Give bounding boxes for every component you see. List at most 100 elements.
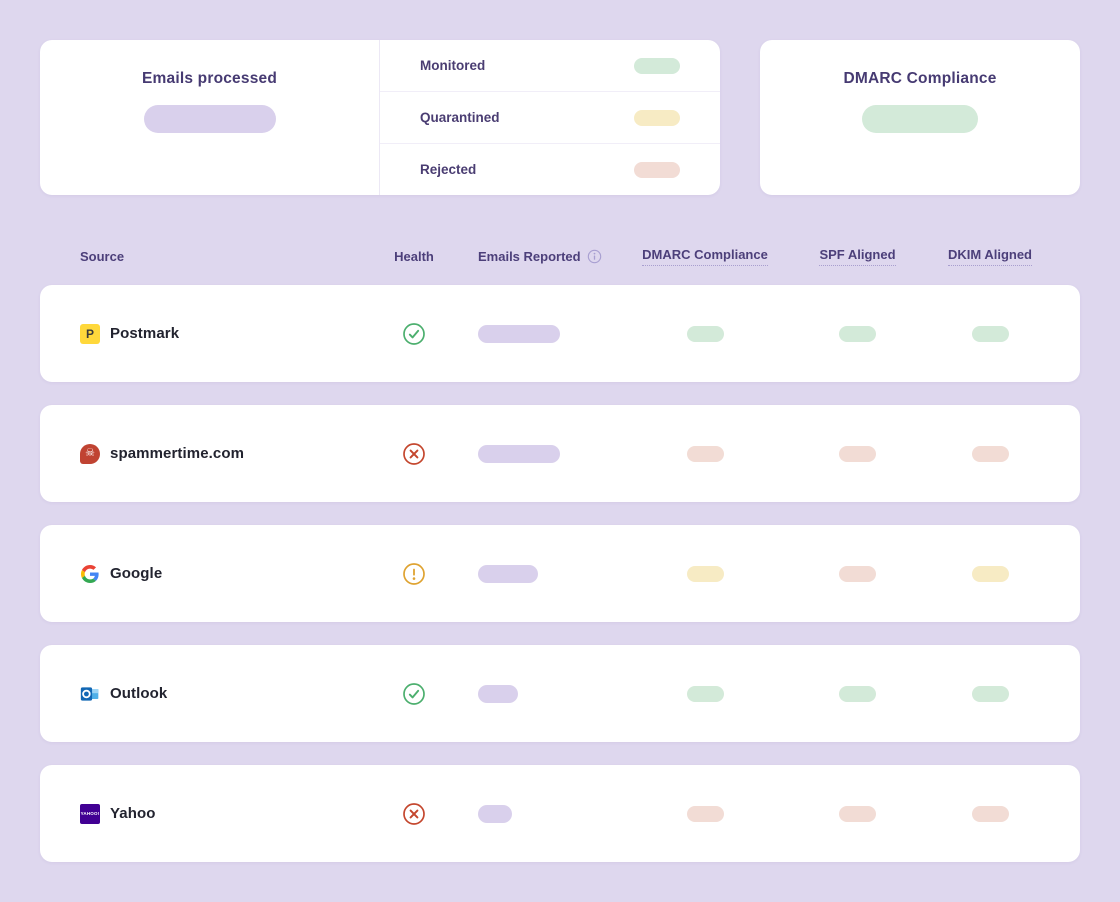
source-row-outlook[interactable]: Outlook xyxy=(40,645,1080,742)
dkim-aligned-cell xyxy=(945,685,1080,702)
source-name: Google xyxy=(110,565,163,582)
monitored-value-placeholder xyxy=(634,57,680,74)
emails-reported-cell xyxy=(448,804,640,823)
emails-reported-placeholder xyxy=(478,444,560,463)
health-status-ok xyxy=(380,682,448,706)
dmarc-compliance-cell xyxy=(640,685,770,702)
spf-aligned-header-label: SPF Aligned xyxy=(819,247,896,266)
quarantined-label: Quarantined xyxy=(420,110,500,125)
dmarc-compliance-placeholder xyxy=(686,325,724,342)
source-cell: Outlook xyxy=(40,684,380,704)
dkim-aligned-cell xyxy=(945,805,1080,822)
dmarc-compliance-title: DMARC Compliance xyxy=(843,70,997,87)
source-cell: Google xyxy=(40,564,380,584)
emails-reported-placeholder xyxy=(478,684,518,703)
health-ok-icon xyxy=(402,682,426,706)
dmarc-compliance-header-label: DMARC Compliance xyxy=(642,247,768,266)
column-header-emails-reported: Emails Reported xyxy=(448,249,640,264)
emails-reported-placeholder xyxy=(478,324,560,343)
dkim-aligned-placeholder xyxy=(971,445,1009,462)
emails-reported-cell xyxy=(448,444,640,463)
yahoo-logo-icon: YAHOO! xyxy=(80,803,100,824)
spf-aligned-placeholder xyxy=(839,685,876,702)
breakdown-row-rejected: Rejected xyxy=(380,144,720,195)
dmarc-compliance-cell xyxy=(640,325,770,342)
outlook-logo-icon xyxy=(80,684,100,704)
dkim-aligned-header-label: DKIM Aligned xyxy=(947,247,1032,266)
dmarc-compliance-placeholder xyxy=(686,685,724,702)
health-status-error xyxy=(380,802,448,826)
emails-reported-placeholder xyxy=(478,804,512,823)
spf-aligned-cell xyxy=(770,325,945,342)
spf-aligned-placeholder xyxy=(839,445,876,462)
spam-skull-icon: ☠ xyxy=(80,443,100,464)
dmarc-compliance-placeholder xyxy=(686,805,724,822)
emails-breakdown-panel: Monitored Quarantined Rejected xyxy=(380,40,720,195)
monitored-label: Monitored xyxy=(420,58,486,73)
column-header-dmarc-compliance[interactable]: DMARC Compliance xyxy=(640,247,770,266)
dkim-aligned-cell xyxy=(945,325,1080,342)
health-status-ok xyxy=(380,322,448,346)
rejected-label: Rejected xyxy=(420,162,477,177)
source-cell: ☠ spammertime.com xyxy=(40,443,380,464)
spf-aligned-placeholder xyxy=(839,325,876,342)
source-name: spammertime.com xyxy=(110,445,245,462)
source-cell: P Postmark xyxy=(40,323,380,344)
emails-processed-value-placeholder xyxy=(143,105,276,133)
summary-cards: Emails processed Monitored Quarantined R… xyxy=(0,0,1120,195)
emails-reported-placeholder xyxy=(478,564,538,583)
emails-processed-panel: Emails processed xyxy=(40,40,379,195)
health-error-icon xyxy=(402,442,426,466)
breakdown-row-quarantined: Quarantined xyxy=(380,92,720,144)
card-vertical-divider xyxy=(379,40,380,195)
spf-aligned-placeholder xyxy=(839,805,876,822)
spf-aligned-cell xyxy=(770,445,945,462)
spf-aligned-cell xyxy=(770,805,945,822)
source-row-google[interactable]: Google xyxy=(40,525,1080,622)
info-icon[interactable] xyxy=(587,249,602,264)
dmarc-compliance-card: DMARC Compliance xyxy=(760,40,1080,195)
column-header-health: Health xyxy=(394,248,434,264)
dkim-aligned-placeholder xyxy=(971,325,1009,342)
source-row-yahoo[interactable]: YAHOO! Yahoo xyxy=(40,765,1080,862)
spf-aligned-placeholder xyxy=(839,565,876,582)
dkim-aligned-placeholder xyxy=(971,685,1009,702)
source-cell: YAHOO! Yahoo xyxy=(40,803,380,824)
health-ok-icon xyxy=(402,322,426,346)
sources-table-header: Source Health Emails Reported DMARC Comp… xyxy=(40,243,1080,269)
dkim-aligned-placeholder xyxy=(971,805,1009,822)
health-status-error xyxy=(380,442,448,466)
column-header-dkim-aligned[interactable]: DKIM Aligned xyxy=(945,247,1080,266)
dmarc-compliance-cell xyxy=(640,805,770,822)
emails-reported-label: Emails Reported xyxy=(478,248,581,264)
column-header-spf-aligned[interactable]: SPF Aligned xyxy=(770,247,945,266)
source-row-spammertime[interactable]: ☠ spammertime.com xyxy=(40,405,1080,502)
dkim-aligned-placeholder xyxy=(971,565,1009,582)
health-error-icon xyxy=(402,802,426,826)
column-header-source: Source xyxy=(80,248,125,264)
emails-processed-title: Emails processed xyxy=(141,70,278,87)
spf-aligned-cell xyxy=(770,685,945,702)
source-name: Postmark xyxy=(110,325,180,342)
source-row-postmark[interactable]: P Postmark xyxy=(40,285,1080,382)
google-logo-icon xyxy=(80,564,100,584)
spf-aligned-cell xyxy=(770,565,945,582)
health-warning-icon xyxy=(402,562,426,586)
emails-processed-card: Emails processed Monitored Quarantined R… xyxy=(40,40,720,195)
source-name: Outlook xyxy=(110,685,168,702)
dmarc-compliance-placeholder xyxy=(686,565,724,582)
dmarc-compliance-cell xyxy=(640,565,770,582)
source-name: Yahoo xyxy=(110,805,156,822)
emails-reported-cell xyxy=(448,324,640,343)
health-status-warning xyxy=(380,562,448,586)
dmarc-compliance-placeholder xyxy=(686,445,724,462)
emails-reported-cell xyxy=(448,684,640,703)
dkim-aligned-cell xyxy=(945,565,1080,582)
dmarc-compliance-value-placeholder xyxy=(862,105,978,133)
postmark-logo-icon: P xyxy=(80,323,100,344)
dmarc-compliance-cell xyxy=(640,445,770,462)
rejected-value-placeholder xyxy=(634,161,680,178)
breakdown-row-monitored: Monitored xyxy=(380,40,720,92)
quarantined-value-placeholder xyxy=(634,109,680,126)
emails-reported-cell xyxy=(448,564,640,583)
